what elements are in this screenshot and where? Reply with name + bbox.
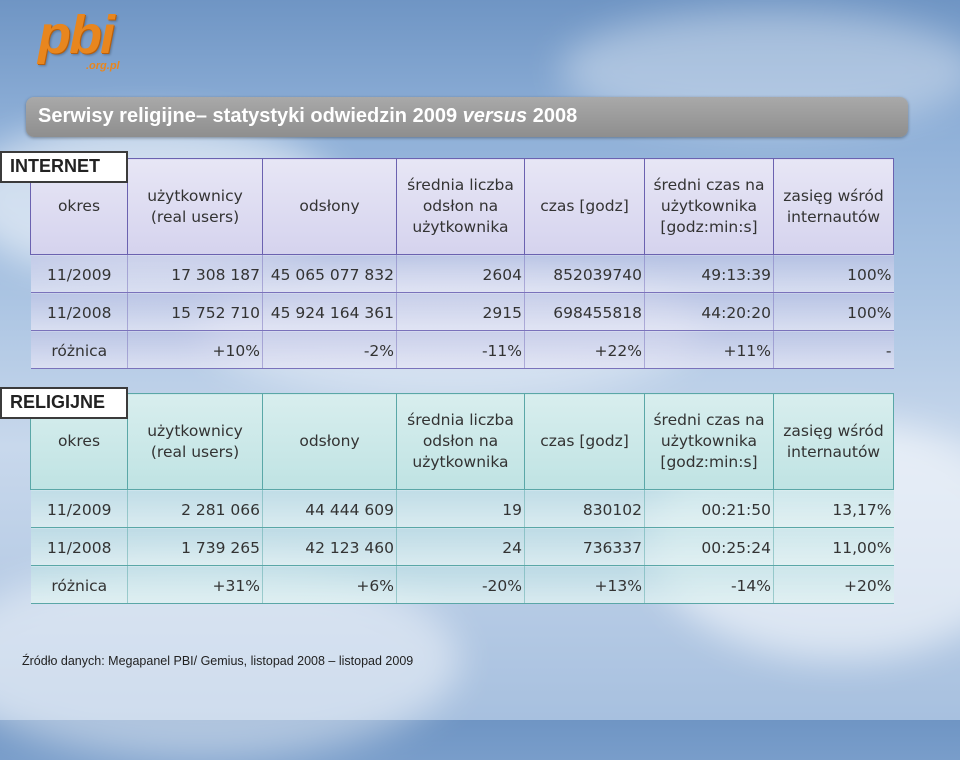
col-header-avg-views: średnia liczba odsłon na użytkownika: [396, 393, 525, 490]
table-cell: 45 924 164 361: [262, 292, 397, 331]
table-cell: różnica: [30, 565, 128, 604]
table-cell: 100%: [773, 254, 894, 293]
source-note: Źródło danych: Megapanel PBI/ Gemius, li…: [22, 654, 414, 668]
col-header-users: użytkownicy (real users): [127, 393, 263, 490]
table-cell: 2604: [396, 254, 525, 293]
table-cell: 45 065 077 832: [262, 254, 397, 293]
table-cell: 00:21:50: [644, 489, 774, 528]
col-header-avg-time: średni czas na użytkownika [godz:min:s]: [644, 158, 774, 255]
table-cell: 11/2008: [30, 292, 128, 331]
table-cell: -14%: [644, 565, 774, 604]
table-cell: 15 752 710: [127, 292, 263, 331]
col-header-views: odsłony: [262, 158, 397, 255]
table-cell: 13,17%: [773, 489, 894, 528]
table-cell: 42 123 460: [262, 527, 397, 566]
table-cell: 17 308 187: [127, 254, 263, 293]
pbi-logo: pbi .org.pl: [38, 8, 148, 78]
logo-main-text: pbi: [38, 5, 115, 65]
table-cell: 1 739 265: [127, 527, 263, 566]
section-label-religijne: RELIGIJNE: [0, 387, 128, 419]
table-cell: 44:20:20: [644, 292, 774, 331]
table-cell: 24: [396, 527, 525, 566]
section-label-internet: INTERNET: [0, 151, 128, 183]
table-row: 11/2009 17 308 187 45 065 077 832 2604 8…: [30, 254, 894, 293]
table-cell: 698455818: [524, 292, 645, 331]
table-cell: +13%: [524, 565, 645, 604]
table-row: 11/2008 15 752 710 45 924 164 361 2915 6…: [30, 292, 894, 331]
table-cell: +11%: [644, 330, 774, 369]
religijne-header-row: okres użytkownicy (real users) odsłony ś…: [30, 393, 894, 490]
col-header-avg-time: średni czas na użytkownika [godz:min:s]: [644, 393, 774, 490]
internet-stats-table: okres użytkownicy (real users) odsłony ś…: [30, 158, 894, 369]
religious-stats-table: okres użytkownicy (real users) odsłony ś…: [30, 393, 894, 604]
table-cell: +22%: [524, 330, 645, 369]
table-cell: 49:13:39: [644, 254, 774, 293]
col-header-reach: zasięg wśród internautów: [773, 393, 894, 490]
table-row: różnica +31% +6% -20% +13% -14% +20%: [30, 565, 894, 604]
table-row: 11/2009 2 281 066 44 444 609 19 830102 0…: [30, 489, 894, 528]
table-cell: 2 281 066: [127, 489, 263, 528]
table-cell: różnica: [30, 330, 128, 369]
table-cell: 19: [396, 489, 525, 528]
title-bar: Serwisy religijne– statystyki odwiedzin …: [26, 97, 908, 137]
page-title: Serwisy religijne– statystyki odwiedzin …: [38, 105, 578, 127]
table-cell: 2915: [396, 292, 525, 331]
col-header-time: czas [godz]: [524, 158, 645, 255]
table-cell: 736337: [524, 527, 645, 566]
col-header-users: użytkownicy (real users): [127, 158, 263, 255]
table-cell: +31%: [127, 565, 263, 604]
table-cell: +6%: [262, 565, 397, 604]
table-cell: 00:25:24: [644, 527, 774, 566]
col-header-time: czas [godz]: [524, 393, 645, 490]
col-header-views: odsłony: [262, 393, 397, 490]
table-cell: 830102: [524, 489, 645, 528]
col-header-reach: zasięg wśród internautów: [773, 158, 894, 255]
table-cell: +10%: [127, 330, 263, 369]
table-cell: -2%: [262, 330, 397, 369]
table-cell: 11/2009: [30, 489, 128, 528]
table-cell: 852039740: [524, 254, 645, 293]
table-cell: 44 444 609: [262, 489, 397, 528]
table-cell: 11/2008: [30, 527, 128, 566]
table-cell: +20%: [773, 565, 894, 604]
table-cell: 100%: [773, 292, 894, 331]
table-cell: -: [773, 330, 894, 369]
table-cell: 11,00%: [773, 527, 894, 566]
table-row: różnica +10% -2% -11% +22% +11% -: [30, 330, 894, 369]
table-cell: 11/2009: [30, 254, 128, 293]
internet-header-row: okres użytkownicy (real users) odsłony ś…: [30, 158, 894, 255]
table-cell: -11%: [396, 330, 525, 369]
logo-sub-text: .org.pl: [86, 60, 120, 72]
col-header-avg-views: średnia liczba odsłon na użytkownika: [396, 158, 525, 255]
table-row: 11/2008 1 739 265 42 123 460 24 736337 0…: [30, 527, 894, 566]
table-cell: -20%: [396, 565, 525, 604]
